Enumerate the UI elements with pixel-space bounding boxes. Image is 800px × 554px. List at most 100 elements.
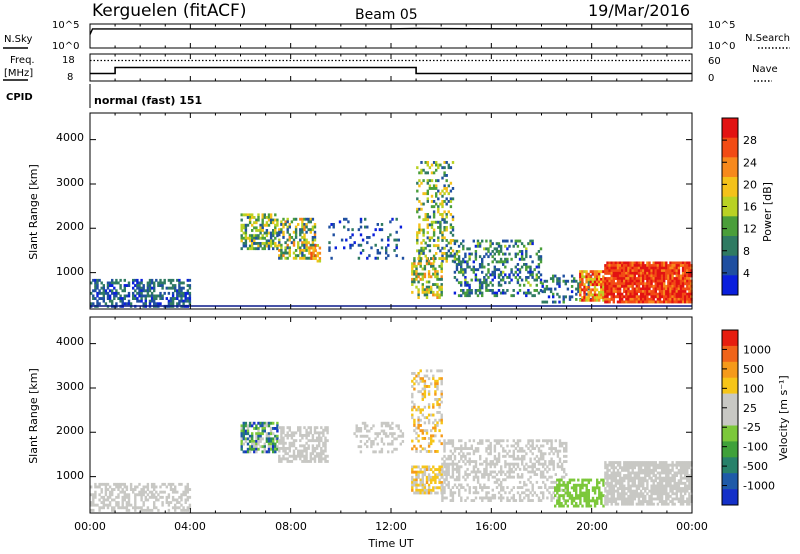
heatmap-cell xyxy=(246,424,250,428)
heatmap-cell xyxy=(464,281,467,285)
heatmap-cell xyxy=(178,501,181,504)
heatmap-cell xyxy=(462,452,465,456)
heatmap-cell xyxy=(474,289,478,292)
heatmap-cell xyxy=(142,302,145,306)
heatmap-cell xyxy=(500,499,503,502)
heatmap-cell xyxy=(595,280,599,284)
heatmap-cell xyxy=(299,251,302,255)
heatmap-cell xyxy=(564,499,567,503)
heatmap-cell xyxy=(598,486,601,490)
heatmap-cell xyxy=(608,484,611,488)
heatmap-cell xyxy=(669,287,672,291)
heatmap-cell xyxy=(318,444,321,448)
heatmap-cell xyxy=(656,463,660,467)
heatmap-cell xyxy=(495,457,499,461)
heatmap-cell xyxy=(667,271,670,275)
heatmap-cell xyxy=(451,473,455,476)
heatmap-cell xyxy=(644,282,647,286)
heatmap-cell xyxy=(504,291,507,295)
heatmap-cell xyxy=(359,217,363,221)
heatmap-cell xyxy=(558,481,561,485)
heatmap-cell xyxy=(663,271,666,275)
heatmap-cell xyxy=(297,241,300,245)
heatmap-cell xyxy=(320,454,323,458)
heatmap-cell xyxy=(650,277,653,280)
heatmap-cell xyxy=(485,289,488,292)
xtick-1600: 16:00 xyxy=(475,520,507,533)
heatmap-cell xyxy=(240,447,243,451)
heatmap-cell xyxy=(660,284,664,288)
heatmap-cell xyxy=(284,441,287,445)
heatmap-cell xyxy=(485,473,488,476)
heatmap-cell xyxy=(184,291,187,295)
heatmap-cell xyxy=(134,498,137,502)
heatmap-cell xyxy=(618,282,622,286)
heatmap-cell xyxy=(443,496,446,500)
heatmap-cell xyxy=(413,403,416,407)
heatmap-cell xyxy=(512,470,515,474)
heatmap-cell xyxy=(516,281,520,285)
heatmap-cell xyxy=(587,489,590,492)
heatmap-cell xyxy=(94,482,97,486)
heatmap-cell xyxy=(134,495,137,499)
heatmap-cell xyxy=(343,217,346,221)
heatmap-cell xyxy=(449,200,453,203)
heatmap-cell xyxy=(485,467,488,471)
heatmap-cell xyxy=(595,288,599,292)
heatmap-cell xyxy=(438,403,441,407)
heatmap-cell xyxy=(129,503,133,507)
heatmap-cell xyxy=(610,295,613,299)
heatmap-cell xyxy=(113,482,116,486)
heatmap-cell xyxy=(654,479,657,483)
heatmap-cell xyxy=(686,489,689,493)
heatmap-cell xyxy=(401,434,405,438)
heatmap-cell xyxy=(127,495,131,499)
heatmap-cell xyxy=(421,486,424,490)
heatmap-cell xyxy=(514,441,518,445)
heatmap-cell xyxy=(616,497,620,501)
heatmap-cell xyxy=(359,429,363,433)
heatmap-cell xyxy=(378,228,382,232)
heatmap-cell xyxy=(600,491,603,495)
heatmap-cell xyxy=(679,461,683,464)
heatmap-cell xyxy=(606,271,609,275)
heatmap-cell xyxy=(288,447,291,450)
heatmap-cell xyxy=(688,476,691,480)
heatmap-cell xyxy=(621,297,624,301)
heatmap-cell xyxy=(303,434,306,437)
heatmap-cell xyxy=(658,271,662,275)
heatmap-cell xyxy=(276,234,279,238)
heatmap-cell xyxy=(684,269,687,273)
heatmap-cell xyxy=(627,295,630,299)
heatmap-cell xyxy=(671,468,674,472)
heatmap-cell xyxy=(318,431,321,435)
heatmap-cell xyxy=(421,395,424,399)
heatmap-cell xyxy=(618,277,622,280)
heatmap-cell xyxy=(614,287,618,291)
heatmap-cell xyxy=(458,465,461,469)
heatmap-cell xyxy=(391,434,394,438)
heatmap-cell xyxy=(332,233,335,237)
heatmap-cell xyxy=(434,475,437,479)
heatmap-cell xyxy=(443,454,446,458)
heatmap-cell xyxy=(167,503,171,507)
heatmap-cell xyxy=(416,241,419,245)
velocity-colorbar-swatch xyxy=(722,393,738,410)
heatmap-cell xyxy=(677,290,681,293)
heatmap-cell xyxy=(556,486,559,490)
heatmap-cell xyxy=(286,238,289,242)
heatmap-cell xyxy=(432,213,436,216)
heatmap-cell xyxy=(267,213,271,217)
heatmap-cell xyxy=(303,238,306,242)
heatmap-cell xyxy=(186,278,189,282)
heatmap-cell xyxy=(447,473,450,476)
heatmap-cell xyxy=(460,268,463,272)
heatmap-cell xyxy=(520,278,524,282)
heatmap-cell xyxy=(684,282,687,286)
heatmap-cell xyxy=(537,457,541,461)
heatmap-cell xyxy=(610,461,613,464)
heatmap-cell xyxy=(474,291,478,295)
heatmap-cell xyxy=(426,236,429,240)
heatmap-cell xyxy=(309,452,312,456)
heatmap-cell xyxy=(663,492,666,496)
